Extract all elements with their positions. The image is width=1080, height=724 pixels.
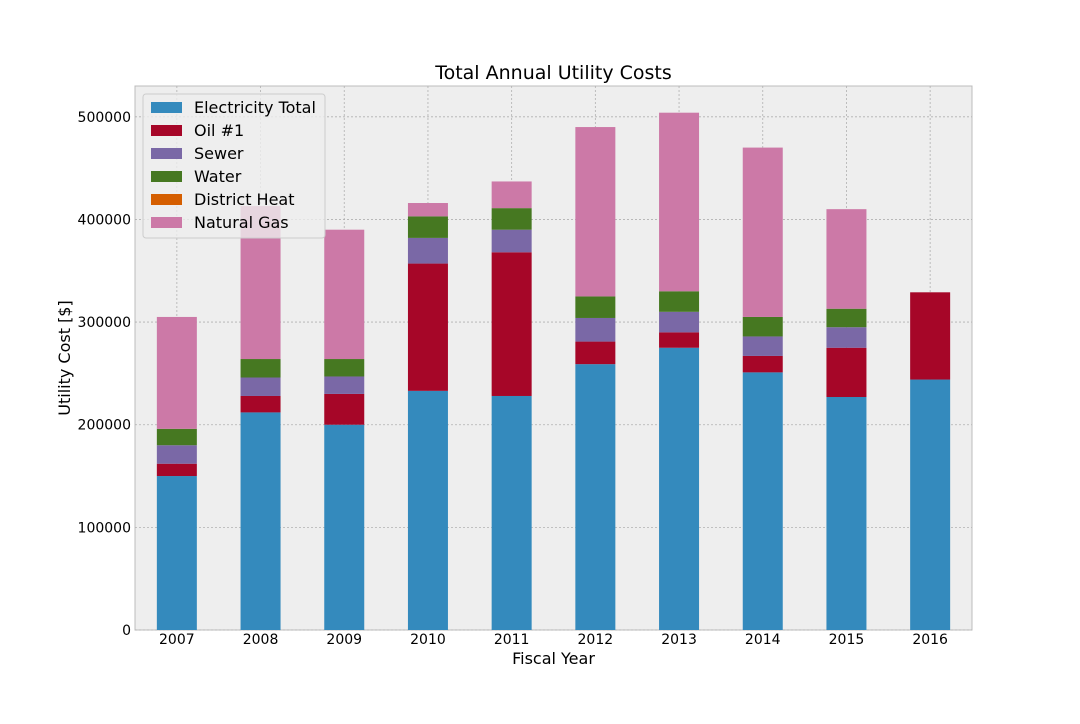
bar-electricity-total-2012	[575, 364, 616, 630]
bar-natural-gas-2011	[491, 181, 532, 209]
bar-oil-1-2010	[407, 263, 448, 391]
y-axis-ticks: 0 100000 200000 300000 400000 500000	[78, 110, 131, 639]
x-tick-label: 2012	[578, 632, 614, 648]
legend-swatch-water	[151, 171, 182, 182]
legend-swatch-natural-gas	[151, 217, 182, 228]
y-tick-label: 0	[122, 623, 131, 639]
bar-water-2009	[324, 359, 365, 377]
bar-oil-1-2014	[742, 355, 783, 373]
bar-oil-1-2011	[491, 252, 532, 396]
bar-electricity-total-2013	[659, 347, 700, 630]
bar-sewer-2008	[240, 377, 281, 396]
legend-label-district-heat: District Heat	[194, 190, 295, 209]
bar-water-2008	[240, 359, 281, 378]
chart-title: Total Annual Utility Costs	[434, 62, 672, 84]
bar-natural-gas-2010	[407, 203, 448, 217]
x-axis-ticks: 2007 2008 2009 2010 2011 2012 2013 2014 2015 2016	[159, 632, 948, 648]
x-tick-label: 2007	[159, 632, 195, 648]
legend-label-electricity-total: Electricity Total	[194, 98, 316, 117]
x-tick-label: 2009	[326, 632, 362, 648]
bar-electricity-total-2016	[910, 379, 951, 630]
x-tick-label: 2016	[912, 632, 948, 648]
bar-water-2010	[407, 216, 448, 238]
y-tick-label: 400000	[78, 212, 131, 228]
bar-sewer-2007	[156, 445, 197, 464]
x-tick-label: 2013	[661, 632, 697, 648]
bar-electricity-total-2011	[491, 395, 532, 630]
y-tick-label: 100000	[78, 520, 131, 536]
y-axis-title: Utility Cost [$]	[55, 300, 74, 415]
legend-label-sewer: Sewer	[194, 144, 244, 163]
bar-sewer-2009	[324, 376, 365, 394]
legend: Electricity Total Oil #1 Sewer Water Distric…	[142, 93, 326, 239]
y-tick-label: 200000	[78, 418, 131, 434]
legend-swatch-district-heat	[151, 194, 182, 205]
x-tick-label: 2014	[745, 632, 781, 648]
bar-natural-gas-2009	[324, 229, 365, 360]
x-axis-title: Fiscal Year	[512, 649, 595, 668]
legend-label-oil-1: Oil #1	[194, 121, 244, 140]
bar-natural-gas-2007	[156, 316, 197, 429]
bar-natural-gas-2013	[659, 112, 700, 292]
bars	[156, 112, 951, 630]
bar-electricity-total-2009	[324, 424, 365, 630]
bar-natural-gas-2015	[826, 209, 867, 309]
bar-electricity-total-2014	[742, 372, 783, 630]
bar-water-2014	[742, 316, 783, 337]
x-tick-label: 2015	[829, 632, 865, 648]
y-tick-label: 500000	[78, 110, 131, 126]
bar-oil-1-2016	[910, 292, 951, 380]
x-tick-label: 2008	[243, 632, 279, 648]
bar-sewer-2011	[491, 229, 532, 253]
legend-swatch-oil-1	[151, 125, 182, 136]
bar-electricity-total-2015	[826, 397, 867, 630]
bar-water-2015	[826, 308, 867, 328]
bar-water-2007	[156, 428, 197, 446]
legend-box	[142, 93, 326, 239]
bar-water-2013	[659, 291, 700, 312]
x-tick-label: 2011	[494, 632, 530, 648]
bar-sewer-2014	[742, 336, 783, 356]
bar-oil-1-2009	[324, 393, 365, 425]
bar-natural-gas-2014	[742, 147, 783, 317]
legend-swatch-electricity-total	[151, 102, 182, 113]
bar-water-2011	[491, 208, 532, 230]
bar-sewer-2012	[575, 317, 616, 342]
bar-water-2012	[575, 296, 616, 318]
bar-electricity-total-2010	[407, 390, 448, 630]
bar-electricity-total-2007	[156, 476, 197, 630]
bar-electricity-total-2008	[240, 412, 281, 630]
bar-sewer-2015	[826, 327, 867, 348]
legend-label-water: Water	[194, 167, 242, 186]
bar-natural-gas-2012	[575, 127, 616, 297]
bar-oil-1-2008	[240, 395, 281, 413]
bar-oil-1-2013	[659, 332, 700, 348]
x-tick-label: 2010	[410, 632, 446, 648]
bar-sewer-2013	[659, 311, 700, 333]
bar-oil-1-2015	[826, 347, 867, 398]
bar-oil-1-2007	[156, 463, 197, 477]
legend-swatch-sewer	[151, 148, 182, 159]
bar-sewer-2010	[407, 237, 448, 264]
y-tick-label: 300000	[78, 315, 131, 331]
bar-oil-1-2012	[575, 341, 616, 365]
legend-label-natural-gas: Natural Gas	[194, 213, 289, 232]
